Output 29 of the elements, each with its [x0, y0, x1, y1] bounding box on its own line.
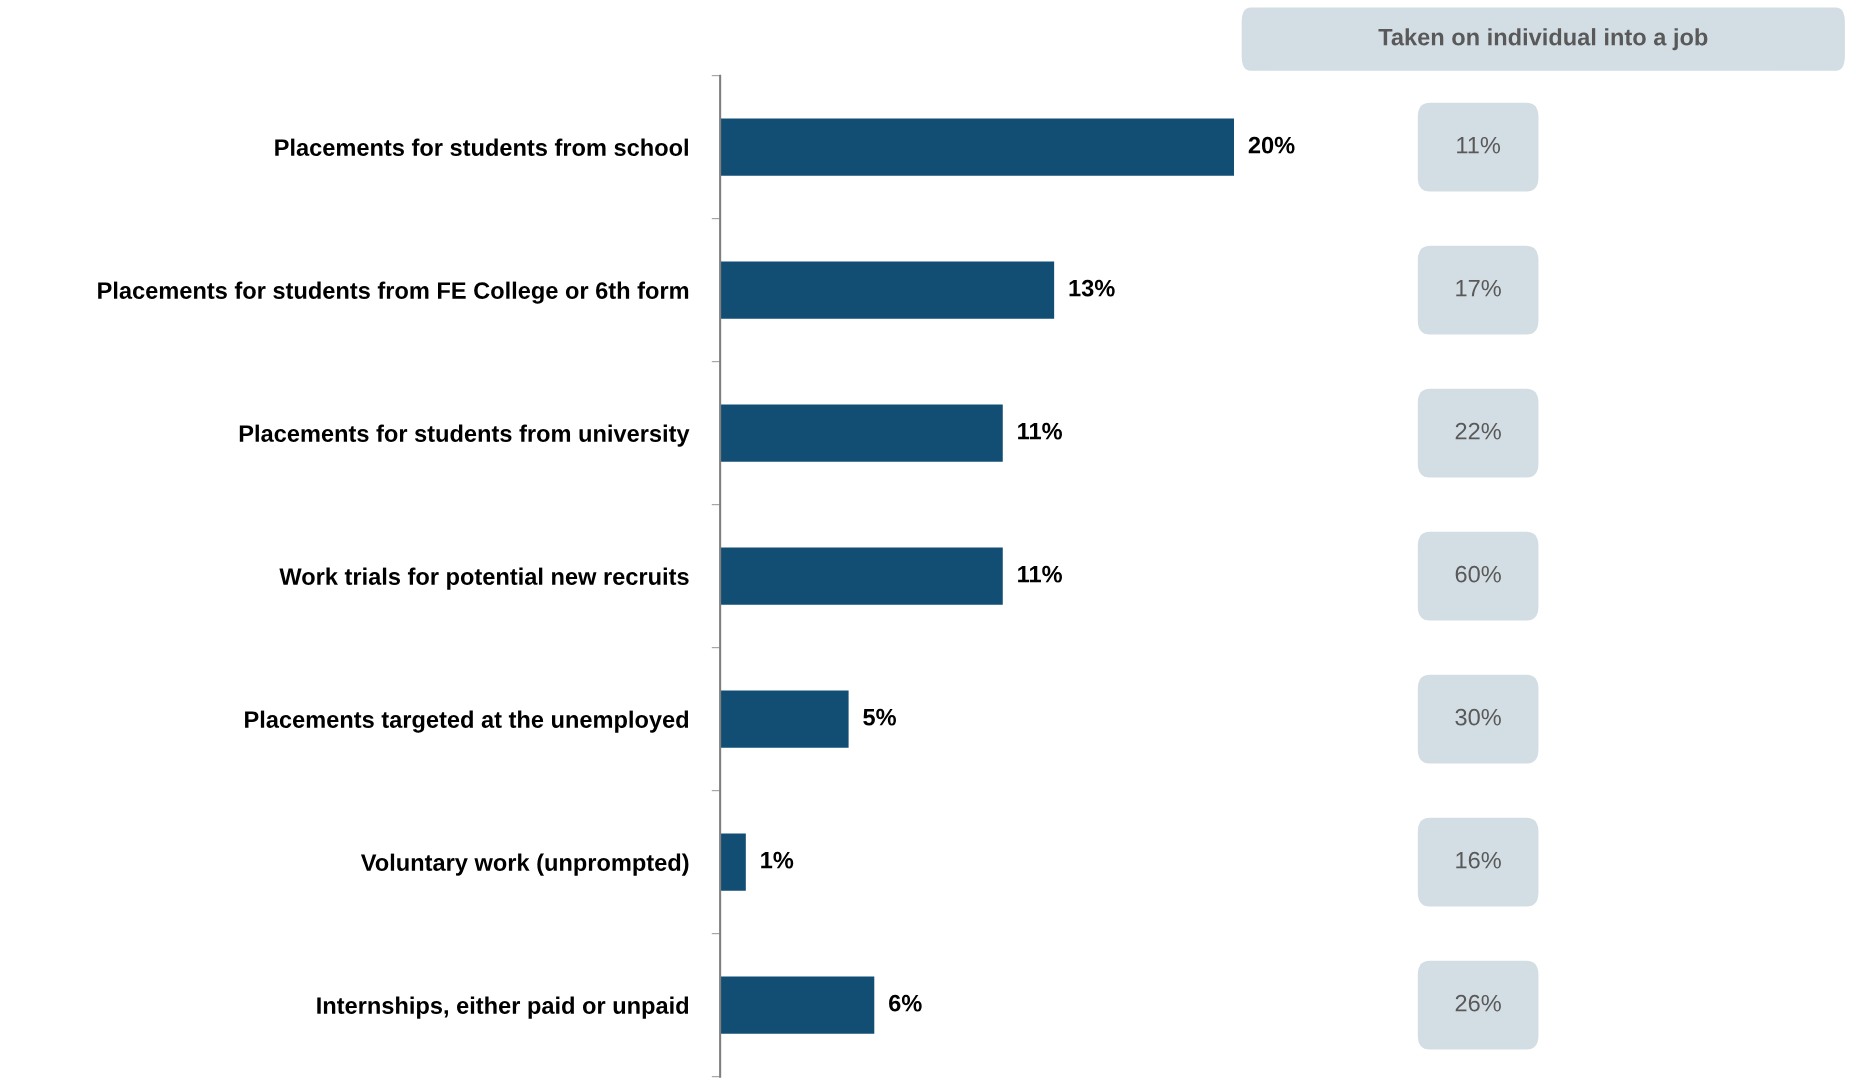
data-label: 17%: [1456, 279, 1501, 297]
data-label: 20%: [1248, 136, 1295, 154]
bar: [720, 404, 1003, 462]
bar: [720, 690, 849, 748]
data-label: 11%: [1018, 422, 1062, 440]
data-label: 16%: [1456, 851, 1501, 869]
data-label: 60%: [1455, 565, 1501, 583]
text: Taken on individual into a job: [1378, 28, 1708, 51]
data-label: 30%: [1455, 708, 1501, 726]
y-tick-label: Internships, either paid or unpaid: [317, 996, 689, 1019]
data-label: 13%: [1069, 279, 1115, 297]
data-label: 6%: [889, 994, 922, 1012]
y-tick-label: Placements for students from university: [239, 424, 690, 447]
bar: [720, 547, 1003, 605]
data-label: 22%: [1455, 422, 1501, 440]
y-tick-label: Placements for students from FE College or 6th form: [98, 281, 689, 304]
bar: [720, 118, 1235, 176]
bar: [720, 261, 1055, 319]
data-label: 11%: [1018, 565, 1062, 583]
y-tick-label: Voluntary work (unprompted): [360, 853, 689, 876]
data-label: 5%: [863, 708, 896, 726]
y-tick-label: Placements for students from school: [275, 138, 688, 156]
y-tick-label: Work trials for potential new recruits: [279, 567, 689, 590]
data-label: 1%: [761, 851, 794, 869]
data-label: 26%: [1455, 994, 1501, 1012]
data-label: 11%: [1457, 136, 1501, 154]
y-tick-label: Placements targeted at the unemployed: [245, 710, 689, 733]
bar: [720, 976, 875, 1034]
bar: [720, 833, 746, 891]
